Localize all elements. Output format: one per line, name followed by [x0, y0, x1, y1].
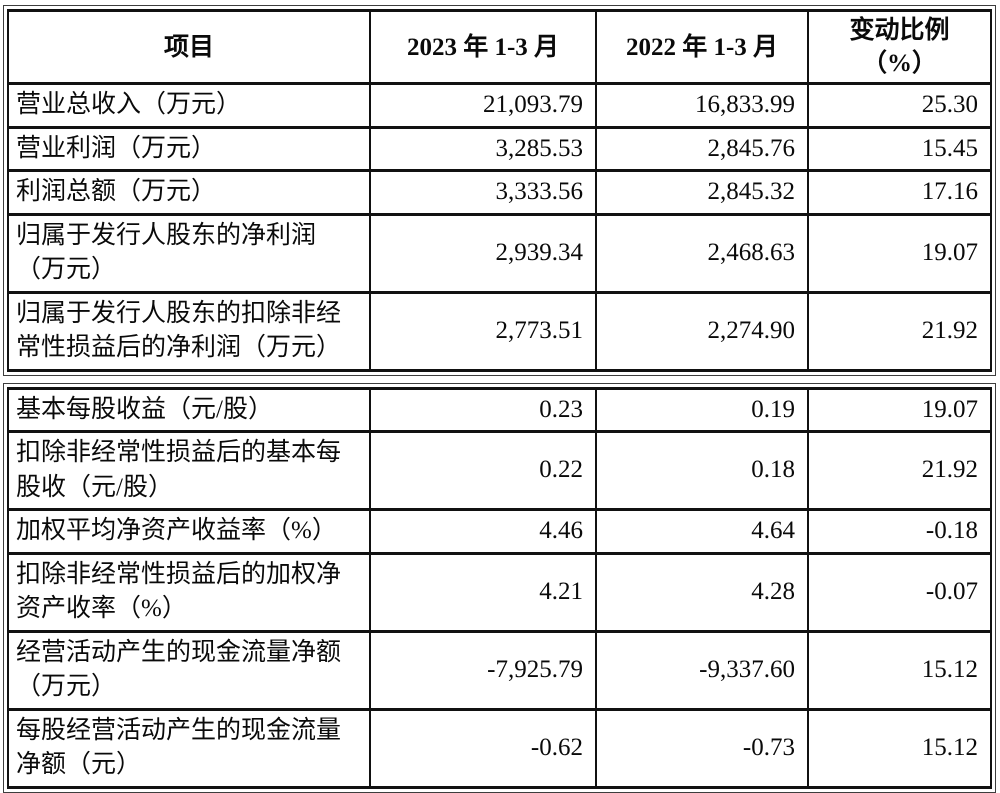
value-2022-period: 2,845.76	[595, 125, 809, 172]
table-row: 加权平均净资产收益率（%） 4.46 4.64 -0.18	[7, 508, 992, 555]
table-row: 营业利润（万元） 3,285.53 2,845.76 15.45	[7, 125, 992, 172]
row-label: 扣除非经常性损益后的加权净 资产收率（%）	[7, 551, 371, 633]
value-2022-period: -9,337.60	[595, 629, 809, 711]
value-2022-period: -0.73	[595, 707, 809, 789]
row-label: 扣除非经常性损益后的基本每 股收（元/股）	[7, 430, 371, 511]
row-label: 基本每股收益（元/股）	[7, 386, 371, 433]
per-share-metrics-table-wrap: 基本每股收益（元/股） 0.23 0.19 19.07 扣除非经常性损益后的基本每 股收…	[3, 382, 996, 793]
value-2023-period: -0.62	[369, 707, 597, 789]
value-2022-period: 16,833.99	[595, 82, 809, 129]
value-2023-period: 0.22	[369, 430, 597, 511]
value-change-percent: 21.92	[807, 430, 992, 511]
value-change-percent: 19.07	[807, 212, 992, 294]
row-label: 营业总收入（万元）	[7, 82, 371, 129]
value-2022-period: 2,468.63	[595, 212, 809, 294]
value-2022-period: 2,274.90	[595, 290, 809, 372]
value-2023-period: 4.21	[369, 551, 597, 633]
header-row: 项目 2023 年 1-3 月 2022 年 1-3 月 变动比例 （%）	[7, 9, 992, 85]
row-label: 利润总额（万元）	[7, 169, 371, 216]
value-change-percent: 17.16	[807, 169, 992, 216]
value-change-percent: 15.12	[807, 629, 992, 711]
value-change-percent: 21.92	[807, 290, 992, 372]
value-2023-period: 4.46	[369, 508, 597, 555]
value-2022-period: 0.18	[595, 430, 809, 511]
table-row: 归属于发行人股东的净利润 （万元） 2,939.34 2,468.63 19.07	[7, 212, 992, 294]
value-2023-period: 3,333.56	[369, 169, 597, 216]
header-period-2022: 2022 年 1-3 月	[595, 9, 809, 85]
value-2022-period: 4.64	[595, 508, 809, 555]
value-2023-period: 2,939.34	[369, 212, 597, 294]
value-2022-period: 4.28	[595, 551, 809, 633]
table-row: 利润总额（万元） 3,333.56 2,845.32 17.16	[7, 169, 992, 216]
header-change-percent: 变动比例 （%）	[807, 9, 992, 85]
profit-summary-body: 营业总收入（万元） 21,093.79 16,833.99 25.30 营业利润（万元）…	[7, 82, 992, 372]
header-period-2023: 2023 年 1-3 月	[369, 9, 597, 85]
row-label: 营业利润（万元）	[7, 125, 371, 172]
value-2023-period: 0.23	[369, 386, 597, 433]
value-change-percent: -0.07	[807, 551, 992, 633]
value-change-percent: -0.18	[807, 508, 992, 555]
header-item-column: 项目	[7, 9, 371, 85]
table-row: 归属于发行人股东的扣除非经 常性损益后的净利润（万元） 2,773.51 2,274…	[7, 290, 992, 372]
row-label: 经营活动产生的现金流量净额 （万元）	[7, 629, 371, 711]
value-change-percent: 15.12	[807, 707, 992, 789]
table-row: 扣除非经常性损益后的基本每 股收（元/股） 0.22 0.18 21.92	[7, 430, 992, 511]
profit-summary-table: 项目 2023 年 1-3 月 2022 年 1-3 月 变动比例 （%） 营业…	[7, 9, 992, 372]
table-row: 扣除非经常性损益后的加权净 资产收率（%） 4.21 4.28 -0.07	[7, 551, 992, 633]
value-2022-period: 2,845.32	[595, 169, 809, 216]
value-2023-period: 21,093.79	[369, 82, 597, 129]
row-label: 归属于发行人股东的扣除非经 常性损益后的净利润（万元）	[7, 290, 371, 372]
table-row: 经营活动产生的现金流量净额 （万元） -7,925.79 -9,337.60 15.1…	[7, 629, 992, 711]
value-change-percent: 15.45	[807, 125, 992, 172]
row-label: 加权平均净资产收益率（%）	[7, 508, 371, 555]
profit-summary-table-wrap: 项目 2023 年 1-3 月 2022 年 1-3 月 变动比例 （%） 营业…	[3, 5, 996, 376]
value-change-percent: 19.07	[807, 386, 992, 433]
value-2023-period: 3,285.53	[369, 125, 597, 172]
table-row: 营业总收入（万元） 21,093.79 16,833.99 25.30	[7, 82, 992, 129]
value-change-percent: 25.30	[807, 82, 992, 129]
value-2023-period: 2,773.51	[369, 290, 597, 372]
row-label: 每股经营活动产生的现金流量 净额（元）	[7, 707, 371, 789]
per-share-metrics-body: 基本每股收益（元/股） 0.23 0.19 19.07 扣除非经常性损益后的基本每 股收…	[7, 386, 992, 789]
table-row: 每股经营活动产生的现金流量 净额（元） -0.62 -0.73 15.12	[7, 707, 992, 789]
per-share-metrics-table: 基本每股收益（元/股） 0.23 0.19 19.07 扣除非经常性损益后的基本每 股收…	[7, 386, 992, 789]
row-label: 归属于发行人股东的净利润 （万元）	[7, 212, 371, 294]
table-row: 基本每股收益（元/股） 0.23 0.19 19.07	[7, 386, 992, 433]
value-2022-period: 0.19	[595, 386, 809, 433]
value-2023-period: -7,925.79	[369, 629, 597, 711]
